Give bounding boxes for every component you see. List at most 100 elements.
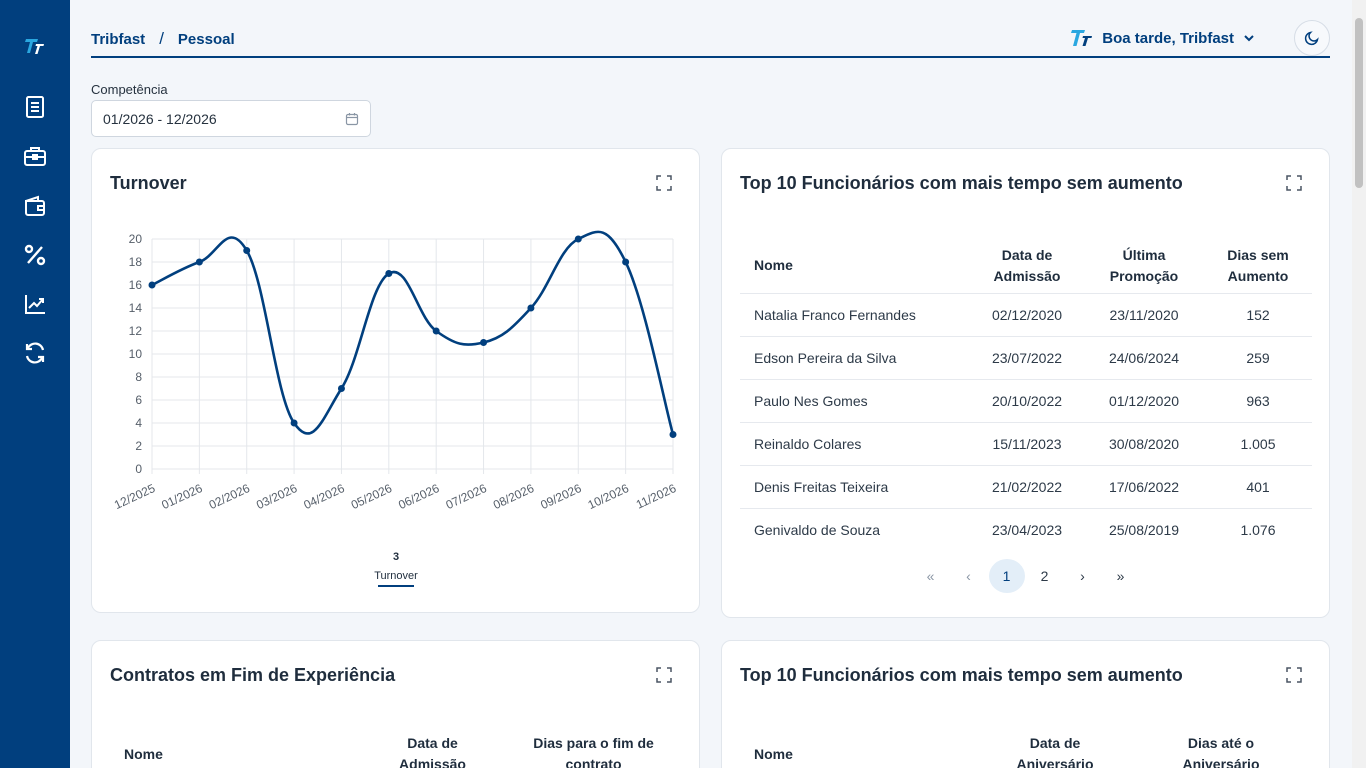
data-point (622, 258, 630, 266)
sidebar-item-wallet[interactable] (22, 193, 48, 219)
y-tick-label: 4 (135, 416, 142, 430)
pagination-prev-button[interactable]: ‹ (966, 568, 971, 584)
table-cell: 23/11/2020 (1084, 292, 1204, 336)
percent-icon (24, 244, 46, 266)
x-tick-label: 08/2026 (491, 481, 537, 512)
contracts-card: Contratos em Fim de Experiência Nome Dat… (91, 640, 700, 768)
x-tick-label: 02/2026 (207, 481, 253, 512)
table-cell: 1.005 (1204, 421, 1312, 465)
table-cell: 21/02/2022 (970, 464, 1084, 508)
top10-table: Nome Data de Admissão Última Promoção Dias… (740, 239, 1312, 551)
trend-chart-icon (25, 295, 45, 314)
table-cell: Genivaldo de Souza (740, 507, 970, 551)
table-cell: Denis Freitas Teixeira (740, 464, 970, 508)
table-cell: 152 (1204, 292, 1312, 336)
pagination-next-button[interactable]: › (1080, 568, 1085, 584)
sidebar-item-percent[interactable] (22, 242, 48, 268)
y-tick-label: 2 (135, 439, 142, 453)
data-point (148, 281, 156, 289)
table-cell: 963 (1204, 378, 1312, 422)
tribfast-logo-icon (1071, 30, 1093, 46)
top-bar: Tribfast / Pessoal Boa tarde, Tribfast (91, 0, 1330, 58)
pagination: « ‹ 1 2 › » (722, 559, 1329, 593)
x-tick-label: 05/2026 (349, 481, 395, 512)
table-row: Reinaldo Colares 15/11/2023 30/08/2020 1.00… (740, 421, 1312, 465)
pagination-first-button[interactable]: « (926, 568, 935, 584)
top10-no-raise-card: Top 10 Funcionários com mais tempo sem a… (721, 148, 1330, 618)
y-tick-label: 6 (135, 393, 142, 407)
column-header-nome: Nome (754, 745, 793, 762)
breadcrumb-separator: / (159, 29, 164, 48)
y-tick-label: 0 (135, 462, 142, 476)
y-tick-label: 8 (135, 370, 142, 384)
tribfast-logo-icon[interactable] (24, 36, 46, 56)
x-tick-label: 11/2026 (634, 481, 679, 512)
table-cell: 02/12/2020 (970, 292, 1084, 336)
x-tick-label: 07/2026 (444, 481, 490, 512)
expand-icon[interactable] (656, 667, 672, 683)
column-header-aniversario: Data de Aniversário (1016, 735, 1094, 768)
y-tick-label: 10 (129, 347, 143, 361)
scrollbar-thumb[interactable] (1355, 18, 1363, 188)
table-cell: 20/10/2022 (970, 378, 1084, 422)
pagination-last-button[interactable]: » (1116, 568, 1125, 584)
column-header-admissao: Data de Admissão (399, 735, 466, 768)
column-header-dias-fim-contrato: Dias para o fim de contrato (533, 735, 654, 768)
competencia-date-range-input[interactable]: 01/2026 - 12/2026 (91, 100, 371, 137)
breadcrumb: Tribfast / Pessoal (91, 29, 235, 49)
sidebar-item-documents[interactable] (22, 94, 48, 120)
document-icon (26, 96, 44, 118)
table-cell: 01/12/2020 (1084, 378, 1204, 422)
column-header-nome: Nome (124, 745, 163, 762)
column-header-dias-sem-aumento: Dias sem Aumento (1227, 246, 1289, 284)
top10-title: Top 10 Funcionários com mais tempo sem a… (740, 173, 1183, 193)
turnover-card: Turnover 0 2 4 6 8 10 12 14 16 18 20 12/2025 01/2026… (91, 148, 700, 613)
expand-icon[interactable] (656, 175, 672, 191)
table-cell: Edson Pereira da Silva (740, 335, 970, 379)
sidebar-item-sync[interactable] (22, 340, 48, 366)
table-cell: 25/08/2019 (1084, 507, 1204, 551)
turnover-title: Turnover (110, 173, 187, 193)
birthdays-card: Top 10 Funcionários com mais tempo sem a… (721, 640, 1330, 768)
column-header-admissao: Data de Admissão (993, 246, 1061, 284)
table-cell: Paulo Nes Gomes (740, 378, 970, 422)
page-scrollbar[interactable] (1352, 0, 1366, 768)
table-cell: 1.076 (1204, 507, 1312, 551)
data-point (195, 258, 203, 266)
x-tick-label: 12/2025 (112, 481, 158, 512)
competencia-label: Competência (91, 82, 168, 97)
table-row: Genivaldo de Souza 23/04/2023 25/08/2019 1.… (740, 507, 1312, 551)
user-menu[interactable]: Boa tarde, Tribfast (1070, 28, 1256, 48)
wallet-icon (25, 195, 45, 216)
data-point (432, 327, 440, 335)
expand-icon[interactable] (1286, 175, 1302, 191)
y-tick-label: 16 (129, 278, 143, 292)
calendar-icon[interactable] (345, 112, 359, 126)
x-tick-label: 01/2026 (159, 481, 205, 512)
birthdays-title: Top 10 Funcionários com mais tempo sem a… (740, 665, 1183, 685)
sidebar (0, 0, 70, 768)
table-cell: 17/06/2022 (1084, 464, 1204, 508)
expand-icon[interactable] (1286, 667, 1302, 683)
table-cell: 30/08/2020 (1084, 421, 1204, 465)
turnover-line-chart: 0 2 4 6 8 10 12 14 16 18 20 12/2025 01/2026 02/2026 03… (112, 230, 679, 587)
theme-toggle-button[interactable] (1294, 20, 1330, 56)
sidebar-item-trends[interactable] (22, 291, 48, 317)
column-header-dias-aniversario: Dias até o Aniversário (1182, 735, 1260, 768)
x-tick-label: 10/2026 (586, 481, 632, 512)
birthdays-table: Nome Data de Aniversário Dias até o Aniver… (740, 733, 1312, 768)
table-cell: 23/04/2023 (970, 507, 1084, 551)
pagination-page-1[interactable]: 1 (988, 559, 1025, 593)
pagination-page-2[interactable]: 2 (1040, 568, 1049, 584)
date-range-value: 01/2026 - 12/2026 (103, 110, 217, 127)
sidebar-item-briefcase[interactable] (22, 143, 48, 169)
table-cell: 24/06/2024 (1084, 335, 1204, 379)
briefcase-icon (24, 147, 46, 166)
breadcrumb-item-pessoal[interactable]: Pessoal (177, 30, 235, 48)
table-row: Natalia Franco Fernandes 02/12/2020 23/11/… (740, 292, 1312, 336)
x-tick-label: 03/2026 (254, 481, 300, 512)
data-point (243, 247, 251, 254)
breadcrumb-item-tribfast[interactable]: Tribfast (91, 30, 146, 48)
x-tick-label: 09/2026 (538, 481, 584, 512)
data-point (480, 339, 488, 346)
